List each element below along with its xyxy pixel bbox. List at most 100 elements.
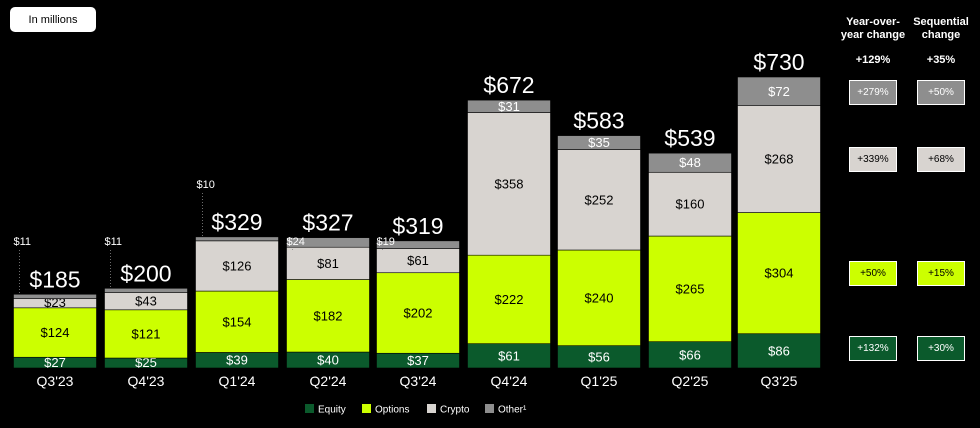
legend-swatch-crypto bbox=[427, 404, 436, 413]
bar-options-6 bbox=[557, 249, 641, 346]
label-equity-0: $27 bbox=[44, 355, 66, 370]
label-equity-3: $40 bbox=[317, 353, 339, 368]
x-tick-7: Q2'25 bbox=[672, 373, 709, 389]
bar-options-3 bbox=[286, 279, 370, 353]
total-label-8: $730 bbox=[753, 49, 804, 75]
label-equity-8: $86 bbox=[768, 343, 790, 358]
x-tick-5: Q4'24 bbox=[491, 373, 528, 389]
label-options-2: $154 bbox=[223, 314, 252, 329]
label-options-1: $121 bbox=[132, 326, 161, 341]
yoy-total: +129% bbox=[855, 54, 891, 66]
bar-other-3 bbox=[286, 237, 370, 248]
bar-other-4 bbox=[376, 240, 460, 249]
total-label-5: $672 bbox=[483, 72, 534, 98]
label-crypto-2: $126 bbox=[223, 258, 252, 273]
bar-other-0 bbox=[13, 293, 97, 299]
legend-label-options: Options bbox=[375, 405, 409, 416]
label-other-0: $11 bbox=[14, 236, 32, 248]
yoy-options-chip: +50% bbox=[849, 261, 897, 286]
x-tick-2: Q1'24 bbox=[219, 373, 256, 389]
label-options-5: $222 bbox=[495, 292, 524, 307]
bar-other-8 bbox=[737, 76, 821, 107]
total-label-7: $539 bbox=[664, 125, 715, 151]
label-options-4: $202 bbox=[404, 305, 433, 320]
bar-crypto-2 bbox=[195, 240, 279, 292]
seq-options-chip: +15% bbox=[917, 261, 965, 286]
x-tick-4: Q3'24 bbox=[400, 373, 437, 389]
label-equity-5: $61 bbox=[498, 348, 520, 363]
bar-equity-5 bbox=[467, 343, 551, 369]
bar-options-7 bbox=[648, 235, 732, 342]
revenue-chart: $27$124$23$11$185Q3'23$25$121$43$11$200Q… bbox=[13, 49, 821, 416]
label-crypto-4: $61 bbox=[407, 253, 429, 268]
label-options-3: $182 bbox=[314, 308, 343, 323]
x-tick-3: Q2'24 bbox=[310, 373, 347, 389]
label-crypto-7: $160 bbox=[676, 197, 705, 212]
bar-options-8 bbox=[737, 212, 821, 335]
total-label-1: $200 bbox=[120, 260, 171, 286]
label-options-8: $304 bbox=[765, 266, 794, 281]
label-crypto-3: $81 bbox=[317, 256, 339, 271]
label-equity-1: $25 bbox=[135, 355, 157, 370]
bar-crypto-5 bbox=[467, 112, 551, 256]
total-label-2: $329 bbox=[211, 209, 262, 235]
yoy-other-chip: +279% bbox=[849, 80, 897, 105]
bar-other-1 bbox=[104, 287, 188, 293]
label-equity-7: $66 bbox=[679, 347, 701, 362]
legend-swatch-options bbox=[362, 404, 371, 413]
label-other-3: $24 bbox=[287, 236, 305, 248]
label-options-7: $265 bbox=[676, 281, 705, 296]
label-crypto-5: $358 bbox=[495, 176, 524, 191]
label-crypto-1: $43 bbox=[135, 294, 157, 309]
seq-equity-chip: +30% bbox=[917, 336, 965, 361]
bar-crypto-8 bbox=[737, 105, 821, 213]
label-equity-6: $56 bbox=[588, 349, 610, 364]
label-other-4: $19 bbox=[377, 236, 395, 248]
bar-options-4 bbox=[376, 272, 460, 354]
label-options-0: $124 bbox=[41, 325, 70, 340]
total-label-4: $319 bbox=[392, 213, 443, 239]
bar-equity-8 bbox=[737, 333, 821, 369]
legend-label-crypto: Crypto bbox=[440, 405, 470, 416]
legend-swatch-other bbox=[485, 404, 494, 413]
bar-options-0 bbox=[13, 307, 97, 358]
label-crypto-6: $252 bbox=[585, 192, 614, 207]
seq-other-chip: +50% bbox=[917, 80, 965, 105]
bar-crypto-7 bbox=[648, 171, 732, 237]
label-other-8: $72 bbox=[768, 84, 790, 99]
label-other-5: $31 bbox=[498, 99, 520, 114]
legend-label-equity: Equity bbox=[318, 405, 346, 416]
yoy-header: Year-over-year change bbox=[840, 16, 906, 41]
legend-swatch-equity bbox=[305, 404, 314, 413]
total-label-0: $185 bbox=[29, 266, 80, 292]
seq-header: Sequential change bbox=[913, 16, 969, 41]
yoy-crypto-chip: +339% bbox=[849, 147, 897, 172]
total-label-3: $327 bbox=[302, 210, 353, 236]
label-other-7: $48 bbox=[679, 155, 701, 170]
label-equity-4: $37 bbox=[407, 353, 429, 368]
x-tick-0: Q3'23 bbox=[37, 373, 74, 389]
bar-other-7 bbox=[648, 152, 732, 173]
bar-other-5 bbox=[467, 99, 551, 113]
legend-label-other: Other¹ bbox=[498, 405, 527, 416]
x-tick-6: Q1'25 bbox=[581, 373, 618, 389]
x-tick-8: Q3'25 bbox=[761, 373, 798, 389]
bar-options-5 bbox=[467, 254, 551, 344]
bar-options-1 bbox=[104, 309, 188, 359]
label-equity-2: $39 bbox=[226, 353, 248, 368]
label-other-1: $11 bbox=[105, 236, 123, 248]
unit-label: In millions bbox=[10, 7, 96, 32]
x-tick-1: Q4'23 bbox=[128, 373, 165, 389]
total-label-6: $583 bbox=[573, 108, 624, 134]
bar-other-2 bbox=[195, 236, 279, 242]
bar-equity-7 bbox=[648, 341, 732, 369]
bar-crypto-6 bbox=[557, 149, 641, 251]
label-other-6: $35 bbox=[588, 135, 610, 150]
label-options-6: $240 bbox=[585, 290, 614, 305]
bar-options-2 bbox=[195, 290, 279, 353]
yoy-equity-chip: +132% bbox=[849, 336, 897, 361]
seq-crypto-chip: +68% bbox=[917, 147, 965, 172]
label-crypto-8: $268 bbox=[765, 152, 794, 167]
seq-total: +35% bbox=[926, 54, 956, 66]
label-other-2: $10 bbox=[197, 179, 215, 191]
